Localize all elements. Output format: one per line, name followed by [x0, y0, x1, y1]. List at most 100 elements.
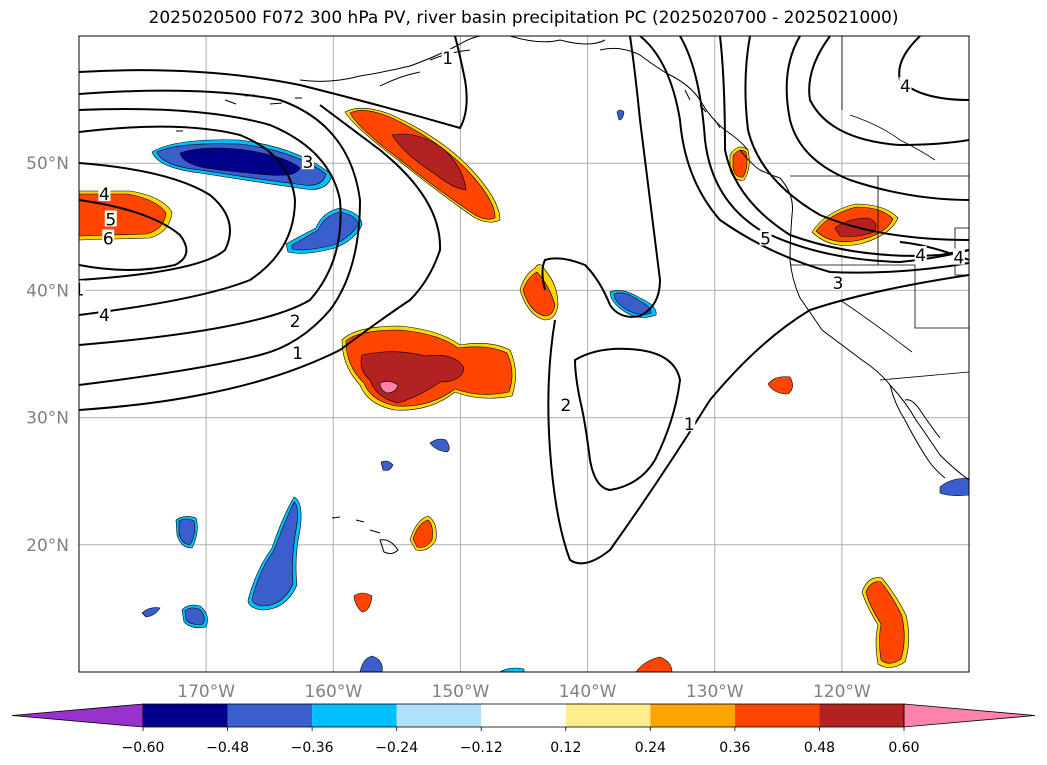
contour-label: 2: [290, 312, 301, 332]
pv-contour-5: [79, 162, 231, 281]
precip-negative-area: [429, 438, 450, 453]
colorbar: −0.60 −0.48 −0.36 −0.24 −0.12 0.12 0.24 0.36 0.4…: [11, 703, 1036, 756]
contour-label: 5: [760, 230, 771, 250]
precip-negative-area: [251, 501, 298, 607]
contour-label-bg: [952, 248, 965, 265]
colorbar-tick-label: −0.48: [206, 740, 249, 756]
precip-positive-area: [865, 581, 905, 664]
lat-tick-label: 40°N: [26, 281, 69, 301]
baja-coast: [889, 384, 946, 479]
colorbar-tick-label: −0.12: [460, 740, 503, 756]
state-border: [839, 114, 969, 381]
precip-negative-area: [178, 518, 196, 546]
precip-negative-area: [141, 607, 161, 618]
pv-contour-east-5: [785, 36, 969, 201]
precip-negative-area: [499, 667, 525, 672]
precip-positive-area: [522, 271, 556, 317]
colorbar-tick-label: −0.60: [122, 740, 165, 756]
contour-label: 4: [900, 77, 911, 97]
colorbar-tick-label: 0.36: [719, 740, 750, 756]
pv-contour-4: [79, 125, 297, 316]
lon-tick-label: 140°W: [559, 682, 617, 702]
precip-negative-area: [613, 292, 652, 315]
precip-positive-area: [767, 376, 793, 395]
colorbar-segment: [396, 704, 482, 727]
contour-label: 6: [103, 230, 114, 250]
contour-label-bg: [899, 76, 912, 93]
pv-contour-1-central: [541, 36, 662, 318]
colorbar-tick-label: −0.24: [375, 740, 418, 756]
precip-positive-area: [353, 592, 373, 613]
precip-negative-area: [359, 655, 383, 672]
pv-contour-2: [79, 89, 362, 386]
contour-label: 4: [915, 246, 926, 266]
colorbar-extend-high: [903, 703, 1036, 728]
contour-label-bg: [441, 48, 454, 65]
contour-label-bg: [832, 274, 845, 291]
pv-contour-1: [79, 36, 468, 130]
precip-positive-area: [635, 656, 673, 672]
contour-label: 1: [292, 344, 303, 364]
colorbar-segment: [819, 704, 904, 727]
latitude-labels: 50°N 40°N 30°N 20°N: [26, 154, 69, 556]
precip-negative-area: [184, 607, 205, 625]
precip-negative-area: [939, 477, 969, 496]
pv-contour-2-southern: [573, 347, 682, 492]
colorbar-extend-low: [11, 703, 144, 728]
contour-label-bg: [98, 185, 111, 201]
colorbar-segment: [481, 704, 566, 727]
precip-negative-area: [291, 211, 359, 251]
precip-negative-area: [616, 109, 625, 121]
contour-label-bg: [104, 210, 117, 227]
pv-contour-1-southern: [547, 274, 969, 565]
precip-negative-area: [380, 460, 394, 471]
pv-contour-east-3: [719, 36, 969, 257]
west-coast: [739, 149, 969, 481]
contour-label-bg: [683, 415, 696, 432]
contour-label: 1: [74, 280, 85, 300]
pv-contour-east-1: [639, 36, 969, 274]
contour-label-bg: [291, 344, 304, 360]
precip-positive-core: [391, 133, 467, 191]
lat-tick-label: 20°N: [26, 536, 69, 556]
colorbar-segment: [734, 704, 820, 727]
contour-label-bg: [79, 280, 85, 297]
map-frame: [78, 35, 970, 673]
contour-label-bg: [289, 312, 302, 329]
lat-tick-label: 50°N: [26, 154, 69, 174]
lon-tick-label: 120°W: [813, 682, 871, 702]
contour-label: 4: [953, 249, 964, 269]
lat-tick-label: 30°N: [26, 409, 69, 429]
lon-tick-label: 170°W: [177, 682, 235, 702]
precip-positive-area: [732, 149, 748, 178]
contour-label: 1: [442, 49, 453, 69]
pv-contour-3: [79, 108, 342, 346]
contour-label: 3: [302, 153, 313, 173]
hawaii-islands: [331, 516, 399, 555]
contour-label-bg: [559, 396, 572, 413]
colorbar-segment: [565, 704, 651, 727]
longitude-labels: 170°W 160°W 150°W 140°W 130°W 120°W: [177, 682, 871, 702]
lon-tick-label: 130°W: [686, 682, 744, 702]
lon-tick-label: 160°W: [304, 682, 362, 702]
colorbar-tick-label: 0.12: [550, 740, 581, 756]
contour-label-bg: [102, 229, 115, 246]
pv-contour-1-outer: [79, 104, 442, 411]
precip-negative-core: [179, 147, 301, 176]
colorbar-tick-label: −0.36: [291, 740, 334, 756]
colorbar-frame: [142, 703, 905, 728]
colorbar-segment: [312, 704, 397, 727]
colorbar-segment: [227, 704, 313, 727]
contour-label: 4: [99, 185, 110, 205]
pv-contour-east-4: [744, 36, 969, 241]
colorbar-segment: [143, 704, 228, 727]
contour-label: 4: [99, 306, 110, 326]
precip-positive-area: [412, 519, 433, 548]
contour-label: 3: [833, 274, 844, 294]
pv-contour-east-6: [808, 36, 969, 147]
plot-title: 2025020500 F072 300 hPa PV, river basin …: [148, 8, 899, 28]
precipitation-fields: [79, 107, 969, 672]
